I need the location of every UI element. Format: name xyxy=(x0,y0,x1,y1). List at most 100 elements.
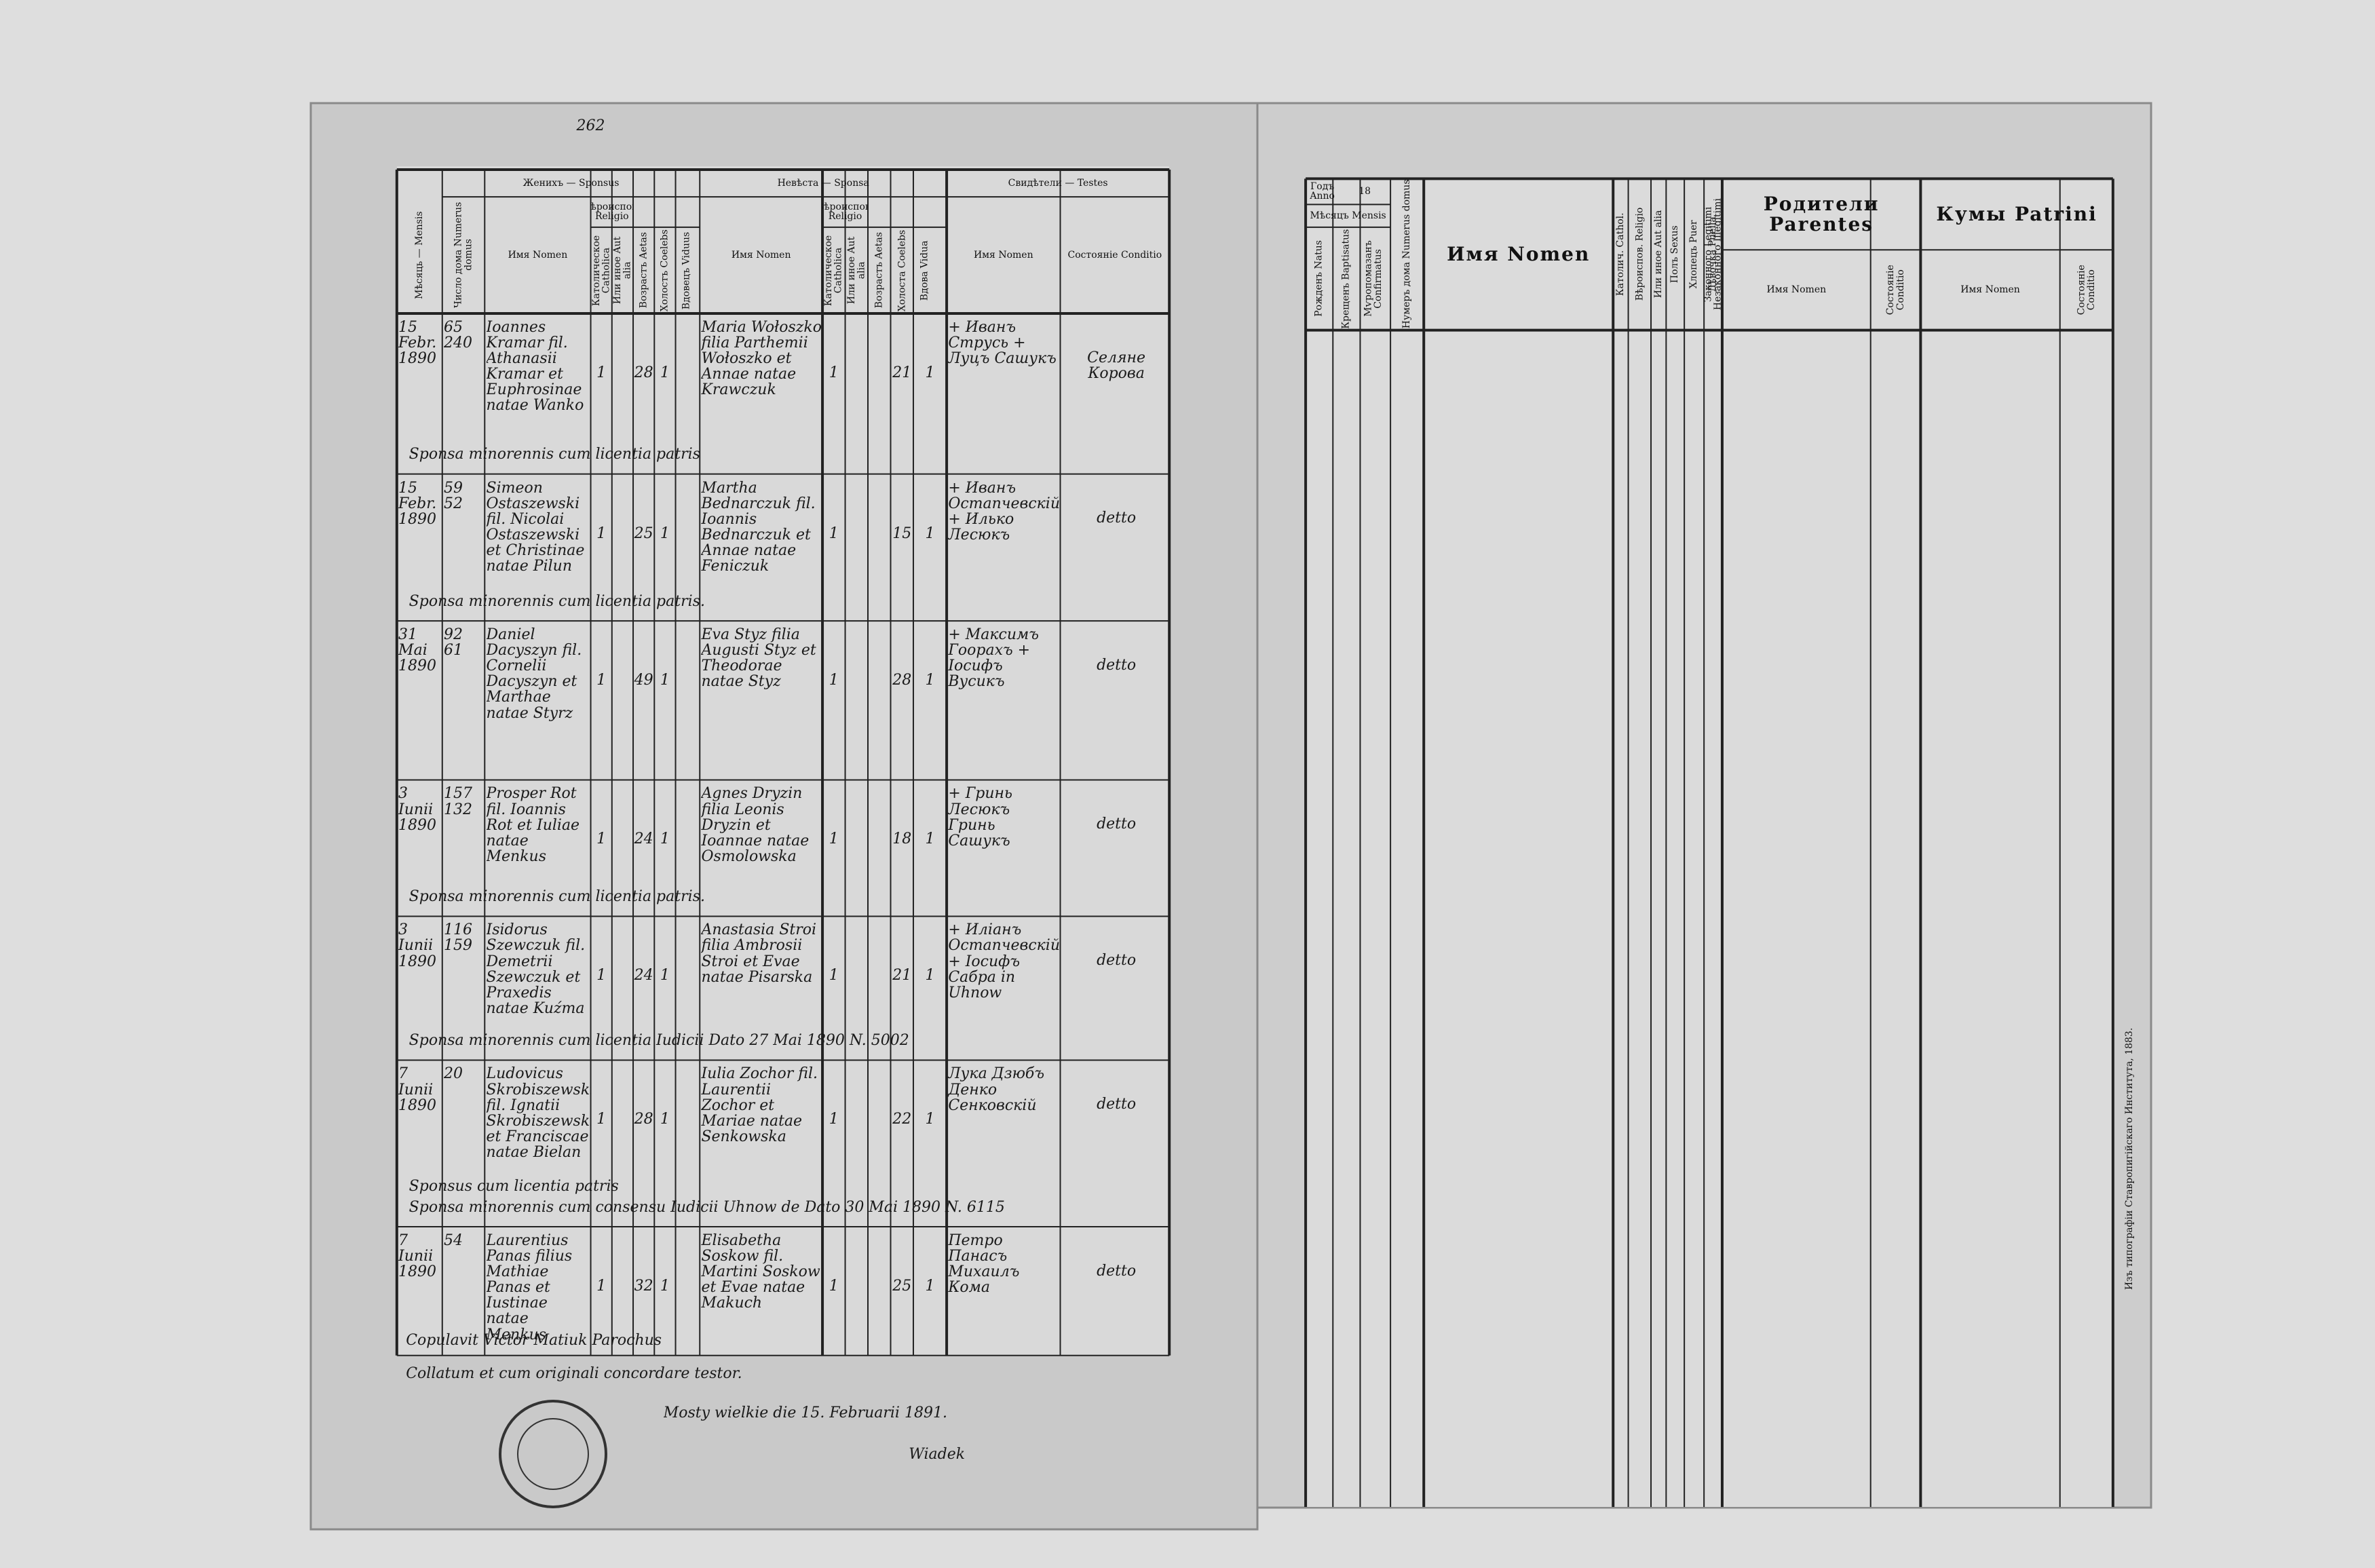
cell-status: 1 xyxy=(925,672,935,689)
footer-text: Mosty wielkie die 15. Februarii 1891. xyxy=(663,1405,947,1422)
header: Годъ Anno xyxy=(1310,180,1335,202)
cell-age: 21 xyxy=(892,364,912,381)
cell-religion: 1 xyxy=(829,525,839,542)
cell-month: 7 Iunii 1890 xyxy=(398,1066,437,1114)
cell-age: 18 xyxy=(892,831,912,848)
cell-religion: 1 xyxy=(596,1111,607,1128)
cell-status: 1 xyxy=(660,672,670,689)
cell-status: 1 xyxy=(925,1278,935,1295)
cell-witnesses: + Максимъ Гоорахъ + Iосифъ Вусикъ xyxy=(948,627,1039,691)
cell-religion: 1 xyxy=(596,672,607,689)
cell-house: 20 xyxy=(444,1066,463,1083)
header: Кумы Patrini xyxy=(1936,203,2097,226)
header: Имя Nomen xyxy=(1960,284,2020,296)
cell-note: Sponsa minorennis cum licentia patris. xyxy=(408,889,705,906)
cell-age: 24 xyxy=(634,831,653,848)
header: Или иное Aut alia xyxy=(1652,210,1664,299)
cell-groom: Isidorus Szewczuk fil. Demetrii Szewczuk… xyxy=(486,922,586,1017)
cell-bride: Martha Bednarczuk fil. Ioannis Bednarczu… xyxy=(701,480,816,575)
cell-witnesses: + Иванъ Струсь + Луцъ Сашукъ xyxy=(948,319,1057,368)
header: Вѣроиспов. Religio xyxy=(822,201,868,223)
cell-age: 28 xyxy=(634,1111,653,1128)
cell-religion: 1 xyxy=(596,968,607,984)
cell-bride: Anastasia Stroi filia Ambrosii Stroi et … xyxy=(701,922,817,986)
signature: Wiadek xyxy=(909,1446,966,1463)
header: Родители Parentes xyxy=(1763,193,1880,235)
header: Или иное Aut alia xyxy=(846,236,867,305)
header: Вѣроиспов. Religio xyxy=(590,201,634,223)
cell-bride: Agnes Dryzin filia Leonis Dryzin et Ioan… xyxy=(701,786,810,865)
cell-condition: detto xyxy=(1097,816,1137,833)
cell-religion: 1 xyxy=(829,672,839,689)
cell-age: 32 xyxy=(634,1278,653,1295)
cell-religion: 1 xyxy=(829,968,839,984)
header: Женихъ — Sponsus xyxy=(522,177,620,189)
header: Имя Nomen xyxy=(1447,243,1591,266)
cell-age: 24 xyxy=(634,968,653,984)
cell-status: 1 xyxy=(660,831,670,848)
cell-house: 59 52 xyxy=(444,480,463,512)
header: Или иное Aut alia xyxy=(611,236,633,305)
cell-age: 25 xyxy=(892,1278,912,1295)
cell-month: 3 Iunii 1890 xyxy=(398,786,437,834)
cell-age: 25 xyxy=(634,525,653,542)
header: Мѣсяць — Mensis xyxy=(413,211,425,299)
cell-witnesses: + Гринь Лесюкъ Гринь Сашукъ xyxy=(948,786,1013,849)
cell-witnesses: + Иванъ Остапчевскiй + Илько Лесюкъ xyxy=(948,480,1060,543)
cell-note: Sponsus cum licentia patris xyxy=(408,1178,619,1195)
cell-house: 65 240 xyxy=(444,319,473,352)
cell-groom: Ludovicus Skrobiszewski fil. Ignatii Skr… xyxy=(486,1066,591,1161)
header: 18 xyxy=(1358,186,1371,197)
cell-bride: Maria Wołoszko filia Parthemii Wołoszko … xyxy=(701,319,822,399)
header: Вѣроиспов. Religio xyxy=(1633,208,1645,301)
header: Крещенъ Baptisatus xyxy=(1341,229,1352,329)
cell-bride: Elisabetha Soskow fil. Martini Soskow et… xyxy=(701,1232,820,1312)
cell-note: Sponsa minorennis cum licentia patris. xyxy=(408,594,705,610)
header: Хлопецъ Puer xyxy=(1688,220,1700,289)
cell-groom: Laurentius Panas filius Mathiae Panas et… xyxy=(486,1232,573,1343)
header: Состоянiе Conditio xyxy=(1067,249,1162,261)
header: Состоянiе Conditio xyxy=(2076,265,2097,315)
header: Свидѣтели — Testes xyxy=(1008,177,1108,189)
header: Мѣсяцъ Mensis xyxy=(1310,210,1386,221)
cell-condition: detto xyxy=(1097,510,1137,527)
cell-religion: 1 xyxy=(829,364,839,381)
header: Имя Nomen xyxy=(1766,284,1827,296)
cell-note: Sponsa minorennis cum consensu Iudicii U… xyxy=(408,1199,1005,1216)
header: Имя Nomen xyxy=(973,249,1033,261)
header: Нумеръ дома Numerus domus xyxy=(1401,180,1413,329)
header: Возрастъ Aetas xyxy=(873,232,885,309)
cell-groom: Simeon Ostaszewski fil. Nicolai Ostaszew… xyxy=(486,480,585,575)
header: Незаконного Illegitimi xyxy=(1713,198,1722,311)
cell-house: 92 61 xyxy=(444,627,463,659)
cell-status: 1 xyxy=(925,1111,935,1128)
cell-condition: detto xyxy=(1097,1263,1137,1280)
page-number: 262 xyxy=(576,118,605,135)
cell-status: 1 xyxy=(660,1278,670,1295)
cell-condition: detto xyxy=(1097,657,1137,674)
cell-house: 116 159 xyxy=(444,922,473,955)
cell-month: 15 Febr. 1890 xyxy=(398,480,437,528)
header: Имя Nomen xyxy=(731,249,791,261)
cell-status: 1 xyxy=(925,831,935,848)
cell-status: 1 xyxy=(925,968,935,984)
cell-age: 49 xyxy=(634,672,653,689)
cell-age: 15 xyxy=(892,525,912,542)
left-table-bg xyxy=(397,166,1169,1356)
cell-status: 1 xyxy=(660,1111,670,1128)
imprint: Изъ типографiи Ставропигiйскаго Институт… xyxy=(2124,1027,2135,1290)
cell-status: 1 xyxy=(925,364,935,381)
stamp-inner xyxy=(517,1418,589,1490)
cell-groom: Ioannes Kramar fil. Athanasii Kramar et … xyxy=(486,319,584,415)
header: Холоста Coelebs xyxy=(896,229,907,311)
header: Полъ Sexus xyxy=(1669,225,1681,284)
cell-religion: 1 xyxy=(829,1111,839,1128)
header: Возрастъ Aetas xyxy=(638,232,649,309)
header: Рожденъ Natus xyxy=(1313,240,1325,318)
header: Холостъ Coelebs xyxy=(659,229,670,311)
cell-condition: detto xyxy=(1097,1096,1137,1113)
cell-status: 1 xyxy=(660,364,670,381)
cell-religion: 1 xyxy=(596,364,607,381)
